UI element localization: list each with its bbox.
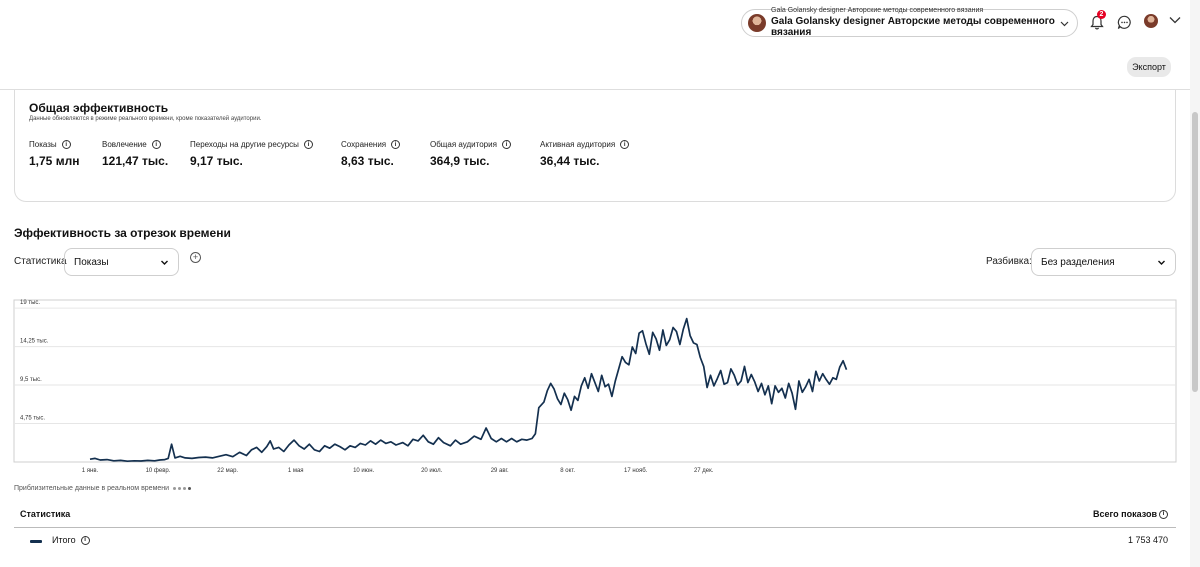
scrollbar-thumb[interactable] (1192, 112, 1198, 392)
add-metric-icon[interactable]: + (190, 252, 201, 263)
metric-value: 8,63 тыс. (341, 154, 394, 168)
notification-badge: 2 (1097, 10, 1106, 19)
card-subtitle: Данные обновляются в режиме реального вр… (29, 116, 262, 122)
chevron-down-icon (1157, 258, 1166, 270)
realtime-note-text: Приблизительные данные в реальном времен… (14, 485, 170, 492)
impressions-line-chart: 19 тыс. 14,25 тыс. 9,5 тыс. 4,75 тыс. 1 янв.… (13, 299, 1177, 474)
y-tick-label: 19 тыс. (20, 300, 40, 306)
x-tick-label: 8 окт. (560, 468, 575, 474)
profile-avatar[interactable] (1144, 14, 1158, 28)
metric-label: Общая аудитория (430, 140, 497, 149)
chevron-down-icon (160, 258, 169, 270)
card-title: Общая эффективность (29, 101, 169, 115)
column-total-label: Всего показов (1093, 509, 1157, 519)
x-tick-label: 10 июн. (353, 468, 375, 474)
x-tick-label: 1 мая (288, 468, 304, 474)
y-tick-label: 4,75 тыс. (20, 416, 45, 422)
info-icon[interactable]: i (1159, 509, 1168, 519)
row-value: 1 753 470 (1127, 535, 1168, 545)
breakdown-label: Разбивка: (986, 256, 1032, 267)
table-row: Итого i 1 753 470 (14, 530, 1176, 552)
metric-value: 36,44 тыс. (540, 154, 600, 168)
info-icon[interactable]: i (501, 140, 511, 149)
account-switcher[interactable]: Gala Golansky designer Авторские методы … (741, 7, 1078, 38)
x-tick-label: 27 дек. (694, 468, 714, 474)
metric-outbound-clicks: Переходы на другие ресурсы i 9,17 тыс. (190, 140, 313, 168)
metric-active-audience: Активная аудитория i 36,44 тыс. (540, 140, 630, 168)
chat-icon[interactable] (1115, 13, 1133, 31)
metric-engagement: Вовлечение i 121,47 тыс. (102, 140, 168, 168)
account-subtitle: Gala Golansky designer Авторские методы … (771, 7, 984, 15)
stats-table-header: Статистика Всего показов i (14, 504, 1176, 528)
info-icon[interactable]: i (303, 140, 313, 149)
statistic-select-value: Показы (74, 256, 109, 268)
metric-saves: Сохранения i 8,63 тыс. (341, 140, 401, 168)
info-icon[interactable]: i (620, 140, 630, 149)
metric-label: Показы (29, 140, 57, 149)
column-statistic: Статистика (20, 509, 71, 519)
metric-impressions: Показы i 1,75 млн (29, 140, 79, 168)
info-icon[interactable]: i (391, 140, 401, 149)
export-button[interactable]: Экспорт (1127, 57, 1171, 77)
metric-total-audience: Общая аудитория i 364,9 тыс. (430, 140, 511, 168)
breakdown-select-value: Без разделения (1041, 256, 1115, 268)
column-total-impressions: Всего показов i (1093, 509, 1168, 519)
chevron-down-icon (1060, 19, 1069, 29)
overall-performance-card: Общая эффективность Данные обновляются в… (14, 90, 1176, 202)
x-tick-label: 22 мар. (217, 468, 238, 474)
info-icon[interactable]: i (151, 140, 161, 149)
x-tick-label: 29 авг. (491, 468, 509, 474)
y-tick-label: 14,25 тыс. (20, 339, 49, 345)
x-tick-label: 1 янв. (82, 468, 99, 474)
breakdown-select[interactable]: Без разделения (1031, 248, 1176, 276)
metric-value: 1,75 млн (29, 154, 80, 168)
account-title: Gala Golansky designer Авторские методы … (771, 15, 1055, 39)
metric-label: Вовлечение (102, 140, 147, 149)
info-icon[interactable]: i (61, 140, 71, 149)
page-scrollbar[interactable] (1190, 0, 1200, 567)
metric-label: Переходы на другие ресурсы (190, 140, 299, 149)
x-tick-label: 20 июл. (421, 468, 443, 474)
series-line-total (89, 317, 848, 463)
x-tick-label: 17 нояб. (624, 468, 648, 474)
row-label-text: Итого (52, 535, 76, 545)
account-text: Gala Golansky designer Авторские методы … (771, 7, 1077, 38)
statistic-label: Статистика (14, 256, 67, 267)
realtime-note: Приблизительные данные в реальном времен… (14, 485, 192, 492)
info-icon[interactable]: i (80, 535, 90, 545)
x-tick-label: 10 февр. (146, 468, 171, 474)
metric-label: Активная аудитория (540, 140, 616, 149)
realtime-dots-icon (173, 487, 192, 490)
metric-label: Сохранения (341, 140, 387, 149)
account-avatar (748, 14, 766, 32)
y-tick-label: 9,5 тыс. (20, 377, 42, 383)
row-label: Итого i (52, 535, 90, 545)
metric-value: 9,17 тыс. (190, 154, 243, 168)
top-header: Gala Golansky designer Авторские методы … (0, 0, 1200, 90)
period-section-title: Эффективность за отрезок времени (14, 226, 231, 240)
metric-value: 121,47 тыс. (102, 154, 169, 168)
series-swatch (30, 540, 42, 543)
metric-value: 364,9 тыс. (430, 154, 490, 168)
chevron-down-icon[interactable] (1168, 13, 1182, 32)
statistic-select[interactable]: Показы (64, 248, 179, 276)
